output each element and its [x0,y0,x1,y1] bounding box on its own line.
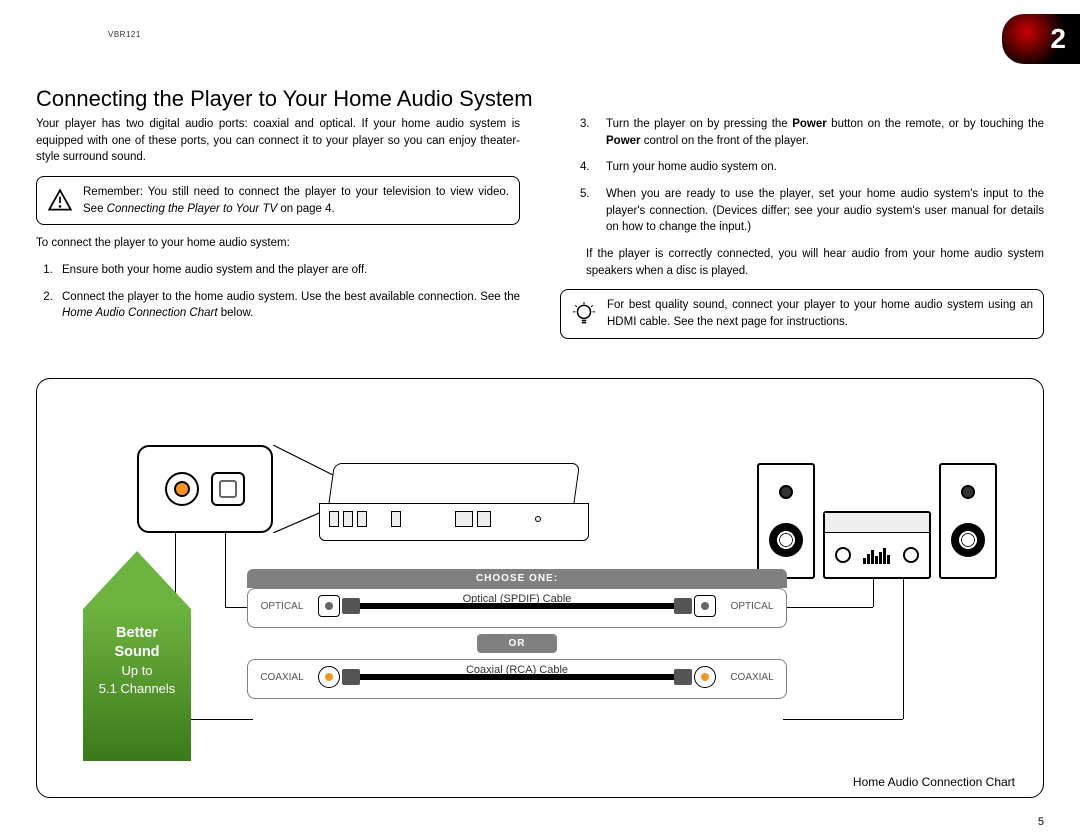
choose-one-box: CHOOSE ONE: Optical (SPDIF) Cable OPTICA… [247,569,787,699]
step-3b: button on the remote, or by touching the [827,118,1044,130]
signal-quality-arrow: Better Sound Up to 5.1 Channels [83,551,191,761]
coaxial-end-left: COAXIAL [256,672,308,683]
arrow-body: Better Sound Up to 5.1 Channels [83,609,191,761]
step-2: Connect the player to the home audio sys… [56,289,520,322]
steps-lead: To connect the player to your home audio… [36,235,520,252]
step-3c: control on the front of the player. [641,135,809,147]
optical-cable-icon [356,603,678,609]
sig-channels: 5.1 Channels [99,681,176,696]
receiver-icon [823,511,931,579]
warning-text-em: Connecting the Player to Your TV [107,203,277,215]
page-number: 5 [1038,816,1044,828]
coaxial-cable-icon [356,674,678,680]
coaxial-jack-icon [318,666,340,688]
coaxial-end-right: COAXIAL [726,672,778,683]
step-3: Turn the player on by pressing the Power… [580,116,1044,149]
tip-callout: For best quality sound, connect your pla… [560,289,1044,338]
or-divider: OR [477,634,557,653]
coaxial-port-icon [165,472,199,506]
right-column: Turn the player on by pressing the Power… [560,116,1044,349]
lightbulb-icon [571,301,597,327]
left-column: Your player has two digital audio ports:… [36,116,520,349]
chapter-number: 2 [1050,23,1066,55]
optical-cable-row: Optical (SPDIF) Cable OPTICAL OPTICAL [247,588,787,628]
body-columns: Your player has two digital audio ports:… [36,116,1044,349]
left-speaker-icon [757,463,815,579]
warning-text-b: on page 4. [277,203,335,215]
arrow-head [83,551,191,609]
step-2em: Home Audio Connection Chart [62,307,218,319]
step-3a: Turn the player on by pressing the [606,118,792,130]
wire [873,579,874,607]
step-1: Ensure both your home audio system and t… [56,262,520,279]
sig-upto: Up to [121,663,152,678]
wire [783,719,903,720]
chart-caption: Home Audio Connection Chart [853,775,1015,789]
coaxial-cable-row: Coaxial (RCA) Cable COAXIAL COAXIAL [247,659,787,699]
step-5: When you are ready to use the player, se… [580,186,1044,236]
right-speaker-icon [939,463,997,579]
wire [783,607,873,608]
warning-callout: Remember: You still need to connect the … [36,176,520,225]
wire [225,533,226,607]
step-3b1: Power [792,118,827,130]
home-audio-system-icon [755,449,999,579]
tip-text: For best quality sound, connect your pla… [607,299,1033,328]
optical-jack-icon [318,595,340,617]
chapter-tab: 2 [1002,14,1080,64]
closing-paragraph: If the player is correctly connected, yo… [586,246,1044,279]
step-3b2: Power [606,135,641,147]
warning-icon [47,188,73,214]
connection-chart: Better Sound Up to 5.1 Channels CHOOSE O… [36,378,1044,798]
coaxial-jack-icon [694,666,716,688]
optical-end-right: OPTICAL [726,601,778,612]
step-4: Turn your home audio system on. [580,159,1044,176]
player-ports-closeup [137,445,273,533]
optical-end-left: OPTICAL [256,601,308,612]
sig-better: Better [116,625,158,641]
wire [903,579,904,719]
step-2b: below. [218,307,254,319]
optical-port-icon [211,472,245,506]
choose-one-header: CHOOSE ONE: [247,569,787,588]
sig-sound: Sound [114,644,159,660]
player-device-icon [319,463,589,549]
steps-list-left: Ensure both your home audio system and t… [56,262,520,322]
step-2a: Connect the player to the home audio sys… [62,291,520,303]
model-number: VBR121 [108,30,141,39]
intro-paragraph: Your player has two digital audio ports:… [36,116,520,166]
steps-list-right: Turn the player on by pressing the Power… [580,116,1044,236]
page-title: Connecting the Player to Your Home Audio… [36,86,533,112]
optical-jack-icon [694,595,716,617]
